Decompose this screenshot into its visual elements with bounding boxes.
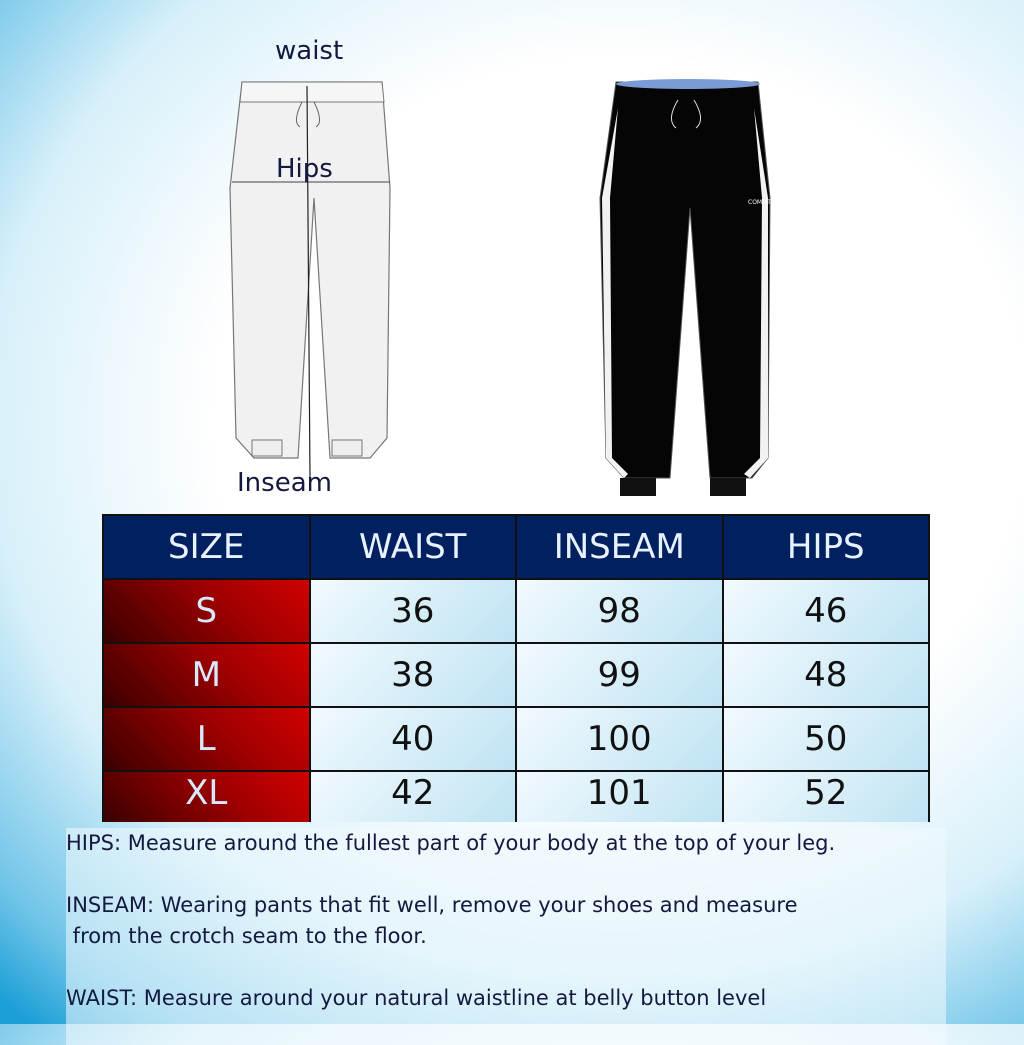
waist-cell: 38	[308, 642, 517, 708]
size-cell: L	[102, 706, 311, 772]
inseam-label: Inseam	[237, 468, 332, 498]
waist-cell: 36	[308, 578, 517, 644]
table-row: XL 42 101 52	[102, 770, 930, 822]
inseam-note: INSEAM: Wearing pants that fit well, rem…	[66, 893, 798, 948]
table-row: M 38 99 48	[102, 642, 930, 708]
table-row: L 40 100 50	[102, 706, 930, 772]
table-header-row: SIZE WAIST INSEAM HIPS	[102, 514, 930, 580]
waist-label: waist	[275, 36, 344, 66]
hips-cell: 52	[721, 770, 930, 822]
measurement-notes: HIPS: Measure around the fullest part of…	[66, 828, 946, 1045]
logo: COMFIT	[748, 199, 771, 206]
hips-label: Hips	[276, 154, 333, 184]
hips-cell: 46	[721, 578, 930, 644]
hips-cell: 50	[721, 706, 930, 772]
table-row: S 36 98 46	[102, 578, 930, 644]
header-hips: HIPS	[721, 514, 930, 580]
size-table: SIZE WAIST INSEAM HIPS S 36 98 46 M 38 99 48 L…	[102, 514, 930, 822]
size-cell: M	[102, 642, 311, 708]
dark-pants-illustration: COMFIT	[599, 79, 771, 496]
size-cell: S	[102, 578, 311, 644]
header-waist: WAIST	[308, 514, 517, 580]
header-size: SIZE	[102, 514, 311, 580]
light-pants-illustration	[229, 81, 391, 478]
inseam-cell: 99	[515, 642, 724, 708]
waist-note: WAIST: Measure around your natural waist…	[66, 986, 767, 1010]
size-cell: XL	[102, 770, 311, 822]
waist-cell: 42	[308, 770, 517, 822]
inseam-cell: 98	[515, 578, 724, 644]
hips-note: HIPS: Measure around the fullest part of…	[66, 831, 836, 855]
waist-cell: 40	[308, 706, 517, 772]
hips-cell: 48	[721, 642, 930, 708]
header-inseam: INSEAM	[515, 514, 724, 580]
inseam-cell: 101	[515, 770, 724, 822]
inseam-cell: 100	[515, 706, 724, 772]
